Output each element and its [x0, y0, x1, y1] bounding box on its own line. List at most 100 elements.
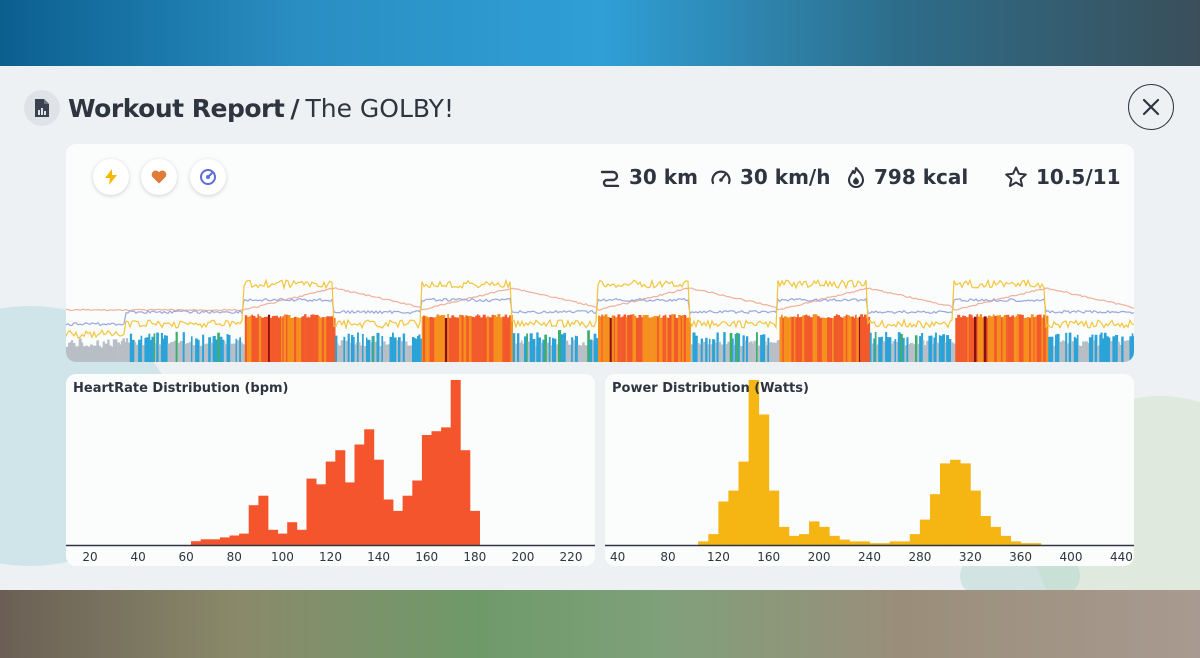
zone-bar [864, 314, 867, 362]
cadence-icon [200, 169, 216, 185]
zone-bar [930, 335, 933, 362]
zone-bar [910, 342, 914, 362]
zone-bar [271, 316, 275, 362]
zone-bar [613, 315, 616, 362]
zone-bar [897, 332, 901, 362]
zone-bar [425, 316, 428, 362]
zone-bar [199, 345, 203, 362]
zone-bar [1093, 340, 1095, 362]
zone-bar [1091, 334, 1094, 362]
zone-bar [638, 315, 642, 362]
zone-bar [752, 343, 754, 362]
zone-bar [367, 339, 371, 362]
zone-bar [756, 332, 758, 362]
zone-bar [571, 337, 574, 362]
zone-bar [699, 344, 701, 362]
zone-bar [485, 317, 488, 362]
zone-bar [526, 333, 528, 362]
zone-bar [994, 315, 998, 362]
zone-bar [164, 335, 166, 362]
zone-bar [127, 342, 130, 362]
zone-bar [263, 317, 267, 362]
zone-bar [148, 333, 151, 362]
zone-bar [856, 317, 860, 362]
zone-bar [629, 314, 633, 362]
zone-bar [819, 317, 823, 362]
zone-bar [906, 337, 909, 362]
zone-bar [589, 339, 593, 362]
heartrate-toggle[interactable] [141, 159, 177, 195]
zone-bar [353, 337, 355, 362]
zone-bar [536, 332, 539, 362]
report-header: Workout Report / The GOLBY! [24, 90, 454, 126]
zone-bar [996, 315, 1000, 362]
zone-bar [463, 317, 466, 362]
zone-bar [1034, 316, 1037, 362]
heartrate-hist-bar [364, 429, 375, 545]
zone-bar [69, 342, 72, 362]
heartrate-hist-bar [219, 537, 230, 545]
power-hist-bar [960, 463, 971, 545]
zone-bar [1080, 346, 1083, 362]
zone-bar [688, 317, 691, 362]
zone-bar [273, 315, 276, 362]
zone-bar [480, 317, 483, 362]
power-toggle[interactable] [93, 159, 129, 195]
heartrate-hist-bar [258, 495, 269, 545]
zone-bar [1009, 316, 1012, 362]
zone-bar [965, 317, 968, 362]
zone-bar [81, 342, 84, 362]
zone-bar [1099, 334, 1101, 362]
power-hist-bar [738, 461, 749, 545]
zone-bar [660, 317, 663, 362]
zone-bar [396, 340, 399, 362]
zone-bar [1071, 341, 1075, 362]
zone-bar [837, 315, 840, 362]
zone-bar [337, 343, 339, 362]
zone-bar [66, 346, 69, 362]
zone-bar [979, 314, 982, 362]
zone-bar [678, 315, 681, 362]
zone-bar [222, 339, 225, 362]
zone-bar [662, 315, 665, 362]
speedometer-icon [711, 170, 731, 185]
heartrate-hist-bar [229, 535, 240, 545]
zone-bar [807, 315, 810, 362]
power-hist-bar [899, 541, 911, 545]
power-hist-bar [919, 519, 931, 545]
close-button[interactable] [1128, 84, 1174, 130]
zone-bar [358, 342, 361, 362]
zone-bar [269, 317, 273, 362]
zone-bar [1011, 315, 1015, 362]
zone-bar [553, 338, 557, 362]
zone-bar [90, 344, 93, 362]
zone-bar [104, 343, 108, 362]
zone-bar [467, 316, 470, 362]
power-hist-bar [819, 526, 830, 545]
zone-bar [1065, 332, 1068, 362]
zone-bar [793, 316, 796, 362]
zone-bar [1068, 332, 1072, 362]
zone-bar [798, 317, 801, 362]
zone-bar [349, 342, 352, 362]
cadence-toggle[interactable] [190, 159, 226, 195]
heartrate-hist-tick-label: 120 [319, 550, 342, 564]
heartrate-hist-bar [412, 480, 423, 545]
zone-bar [1102, 338, 1105, 362]
zone-bar [716, 332, 719, 362]
zone-bar [320, 317, 323, 362]
zone-bar [666, 317, 668, 362]
power-hist-tick-label: 80 [660, 550, 675, 564]
heartrate-hist-bar [268, 529, 278, 545]
zone-bar [345, 340, 348, 362]
zone-bar [92, 345, 94, 362]
heartrate-hist-bar [287, 522, 298, 545]
zone-bar [976, 314, 978, 362]
zone-bar [615, 317, 618, 362]
zone-bar [1004, 314, 1007, 362]
zone-bar [338, 345, 341, 362]
zone-bar [900, 333, 903, 362]
zone-bar [306, 317, 308, 362]
zone-bar [795, 317, 798, 362]
zone-bar [587, 330, 590, 362]
